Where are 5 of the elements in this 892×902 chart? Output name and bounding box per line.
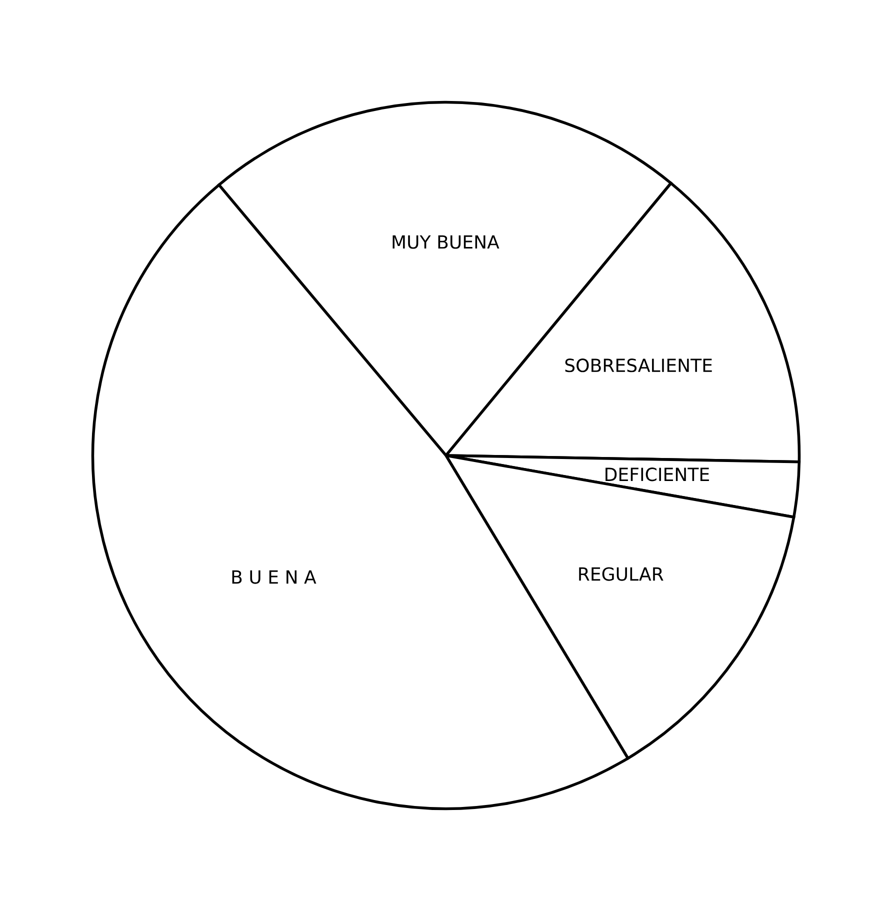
slice-label: REGULAR — [579, 567, 664, 581]
slice-label: DEFICIENTE — [606, 468, 709, 482]
slice-label: MUY BUENA — [392, 235, 500, 249]
slice-label: B U E N A — [232, 570, 316, 584]
slice-label: SOBRESALIENTE — [565, 358, 712, 372]
